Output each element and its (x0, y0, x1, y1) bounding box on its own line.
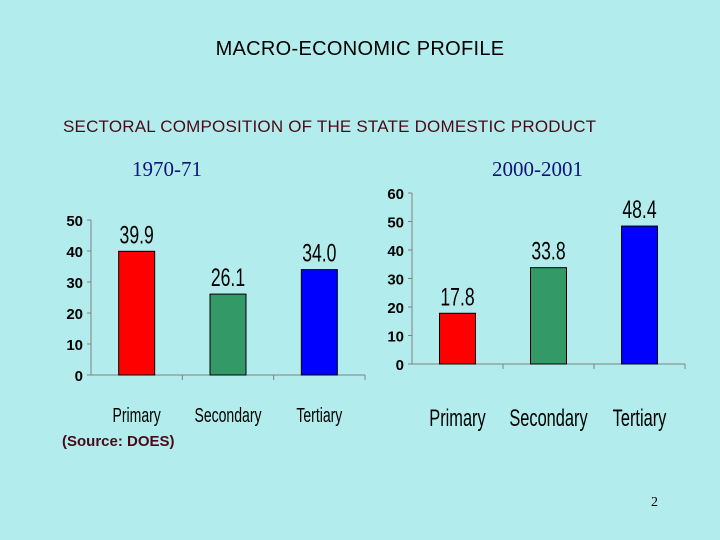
y-tick-label: 10 (387, 329, 404, 346)
y-tick-label: 30 (66, 275, 83, 292)
slide-subtitle: SECTORAL COMPOSITION OF THE STATE DOMEST… (63, 117, 597, 136)
bar-chart-1970-71: 0 10 20 30 40 50 39.9 Primary 26.1 Secondary 34.0 T… (66, 213, 366, 427)
data-label: 33.8 (531, 236, 565, 265)
y-tick-label: 60 (387, 186, 404, 203)
x-tick-label: Tertiary (613, 405, 667, 432)
bar-tertiary (621, 225, 658, 365)
x-tick-label: Secondary (509, 405, 588, 432)
y-tick-label: 30 (387, 272, 404, 289)
source-note: (Source: DOES) (62, 433, 175, 450)
chart-title-2000-2001: 2000-2001 (492, 157, 583, 181)
bar-primary (439, 312, 476, 365)
y-tick-label: 40 (387, 243, 404, 260)
bar-chart-2000-2001: 0 10 20 30 40 50 60 17.8 Primary 33.8 Secondary 48.… (387, 186, 686, 432)
bar-tertiary (300, 269, 338, 376)
y-tick-label: 50 (66, 213, 83, 230)
y-tick-label: 0 (396, 357, 404, 374)
y-tick-label: 20 (66, 306, 83, 323)
y-tick-label: 0 (75, 368, 83, 385)
y-tick-label: 10 (66, 337, 83, 354)
bar-secondary (530, 267, 567, 365)
slide-title: MACRO-ECONOMIC PROFILE (215, 38, 505, 60)
x-tick-label: Tertiary (296, 403, 342, 426)
data-label: 48.4 (622, 195, 656, 224)
data-label: 39.9 (120, 220, 154, 249)
bar-primary (118, 250, 156, 376)
data-label: 17.8 (440, 282, 474, 311)
data-label: 34.0 (302, 238, 336, 267)
x-tick-label: Primary (429, 405, 486, 432)
x-tick-label: Secondary (194, 403, 261, 426)
data-label: 26.1 (211, 263, 245, 292)
x-tick-label: Primary (113, 403, 161, 426)
y-tick-label: 20 (387, 300, 404, 317)
bar-secondary (209, 293, 247, 376)
page-number: 2 (651, 495, 658, 510)
y-tick-label: 50 (387, 215, 404, 232)
chart-title-1970-71: 1970-71 (132, 157, 202, 181)
y-tick-label: 40 (66, 244, 83, 261)
